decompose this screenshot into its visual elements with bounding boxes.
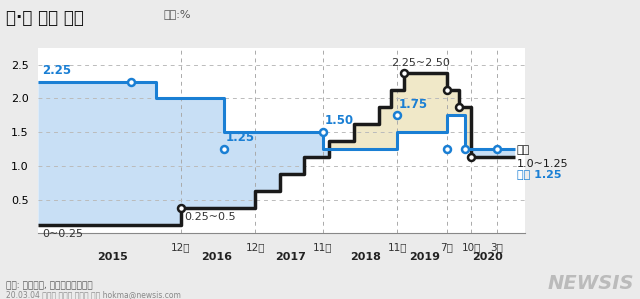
Text: 2015: 2015 — [97, 252, 128, 262]
Text: 11월: 11월 — [313, 242, 333, 252]
Text: 2018: 2018 — [349, 252, 381, 262]
Text: 12월: 12월 — [172, 242, 191, 252]
Text: 1.25: 1.25 — [225, 131, 255, 144]
Text: 20.03.04 뉴시스 그래픽 안지혜 기자 hokma@newsis.com: 20.03.04 뉴시스 그래픽 안지혜 기자 hokma@newsis.com — [6, 290, 181, 299]
Text: 0~0.25: 0~0.25 — [42, 229, 83, 239]
Text: 2016: 2016 — [201, 252, 232, 262]
Text: 단위:%: 단위:% — [163, 9, 191, 19]
Text: 3월: 3월 — [490, 242, 503, 252]
Text: 2020: 2020 — [472, 252, 503, 262]
Text: 한·미 금리 격차: 한·미 금리 격차 — [6, 9, 84, 27]
Text: 자료: 한국은행, 미국연방준비제도: 자료: 한국은행, 미국연방준비제도 — [6, 281, 93, 290]
Text: NEWSIS: NEWSIS — [547, 274, 634, 293]
Text: 2.25: 2.25 — [42, 64, 71, 77]
Text: 0.25~0.5: 0.25~0.5 — [185, 212, 236, 222]
Text: 11월: 11월 — [387, 242, 407, 252]
Text: 2019: 2019 — [409, 252, 440, 262]
Text: 10월: 10월 — [461, 242, 481, 252]
Text: 2017: 2017 — [275, 252, 307, 262]
Text: 미국
1.0~1.25: 미국 1.0~1.25 — [516, 145, 568, 169]
Text: 한국 1.25: 한국 1.25 — [516, 169, 561, 179]
Text: 12월: 12월 — [246, 242, 265, 252]
Text: 1.75: 1.75 — [399, 97, 428, 111]
Text: 2.25~2.50: 2.25~2.50 — [391, 58, 450, 68]
Text: 1.50: 1.50 — [324, 115, 353, 127]
Text: 7월: 7월 — [440, 242, 453, 252]
